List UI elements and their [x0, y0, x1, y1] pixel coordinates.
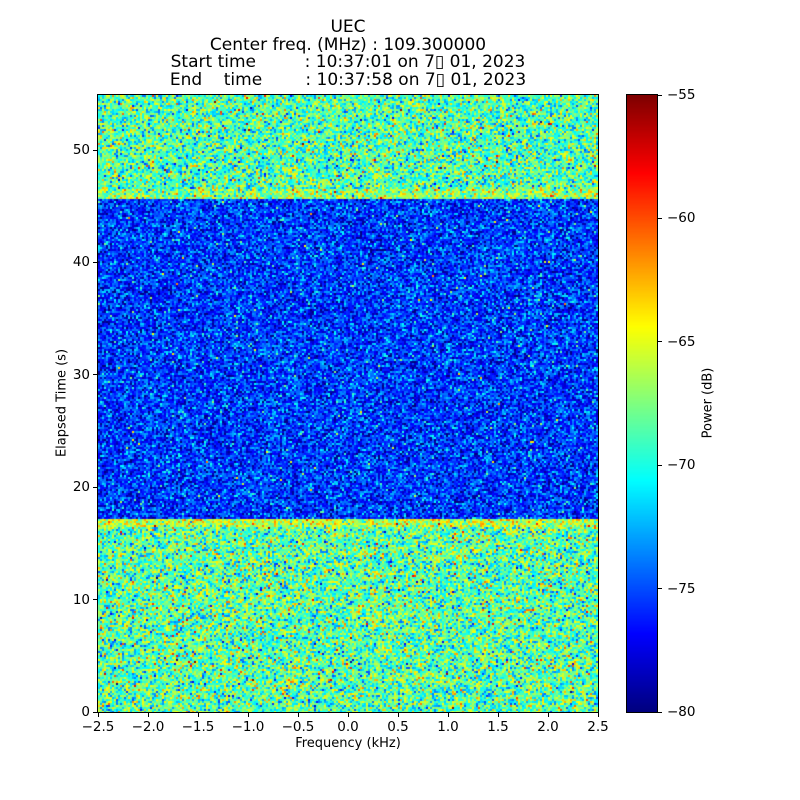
chart-header: UEC Center freq. (MHz) : 109.300000 Star… [98, 17, 598, 90]
x-tick-label: −2.0 [131, 719, 165, 735]
center-frequency-line: Center freq. (MHz) : 109.300000 [209, 34, 487, 55]
y-tick-mark [93, 711, 97, 713]
x-tick-label: 0.5 [387, 719, 409, 735]
colorbar-tick-label: −75 [667, 580, 696, 597]
y-tick-label: 0 [81, 704, 90, 720]
colorbar-border [626, 94, 658, 713]
x-tick-label: 0.0 [337, 719, 359, 735]
x-tick-mark [597, 713, 599, 717]
x-tick-label: −1.5 [181, 719, 215, 735]
x-tick-mark [247, 713, 249, 717]
x-tick-label: −1.0 [231, 719, 265, 735]
colorbar-tick-mark [658, 217, 662, 219]
x-tick-mark [397, 713, 399, 717]
colorbar-tick-mark [658, 341, 662, 343]
y-tick-label: 50 [72, 142, 90, 159]
colorbar-tick-label: −80 [667, 704, 696, 720]
y-tick-label: 40 [72, 254, 90, 271]
x-tick-mark [447, 713, 449, 717]
y-tick-label: 20 [72, 479, 90, 496]
spectrogram-canvas [98, 95, 598, 712]
x-axis-label: Frequency (kHz) [295, 736, 401, 751]
y-tick-mark [93, 149, 97, 151]
x-tick-label: 2.0 [537, 719, 559, 735]
colorbar-tick-label: −65 [667, 333, 696, 350]
start-time-line: Start time : 10:37:01 on 7▯ 01, 2023 [170, 52, 526, 72]
colorbar-label: Power (dB) [700, 367, 716, 439]
colorbar-tick-label: −70 [667, 457, 696, 474]
y-tick-mark [93, 374, 97, 376]
colorbar-tick-label: −55 [667, 87, 696, 103]
y-tick-label: 10 [72, 591, 90, 608]
x-tick-label: 2.5 [587, 719, 609, 735]
x-tick-label: −0.5 [281, 719, 315, 735]
x-tick-mark [97, 713, 99, 717]
y-tick-mark [93, 261, 97, 263]
x-tick-label: 1.5 [487, 719, 509, 735]
end-time-line: End time : 10:37:58 on 7▯ 01, 2023 [169, 69, 527, 90]
chart-title: UEC [330, 17, 366, 37]
y-tick-label: 30 [72, 366, 90, 383]
y-tick-mark [93, 599, 97, 601]
x-tick-label: −2.5 [81, 719, 115, 735]
colorbar-tick-mark [658, 94, 662, 96]
y-tick-mark [93, 486, 97, 488]
x-tick-label: 1.0 [437, 719, 459, 735]
plot-border [97, 94, 599, 713]
colorbar-tick-label: −60 [667, 210, 696, 227]
x-tick-mark [147, 713, 149, 717]
colorbar-canvas [627, 95, 657, 712]
colorbar-tick-mark [658, 464, 662, 466]
colorbar-tick-mark [658, 711, 662, 713]
colorbar-tick-mark [658, 588, 662, 590]
x-tick-mark [497, 713, 499, 717]
x-tick-mark [347, 713, 349, 717]
x-tick-mark [197, 713, 199, 717]
x-tick-mark [547, 713, 549, 717]
x-tick-mark [297, 713, 299, 717]
